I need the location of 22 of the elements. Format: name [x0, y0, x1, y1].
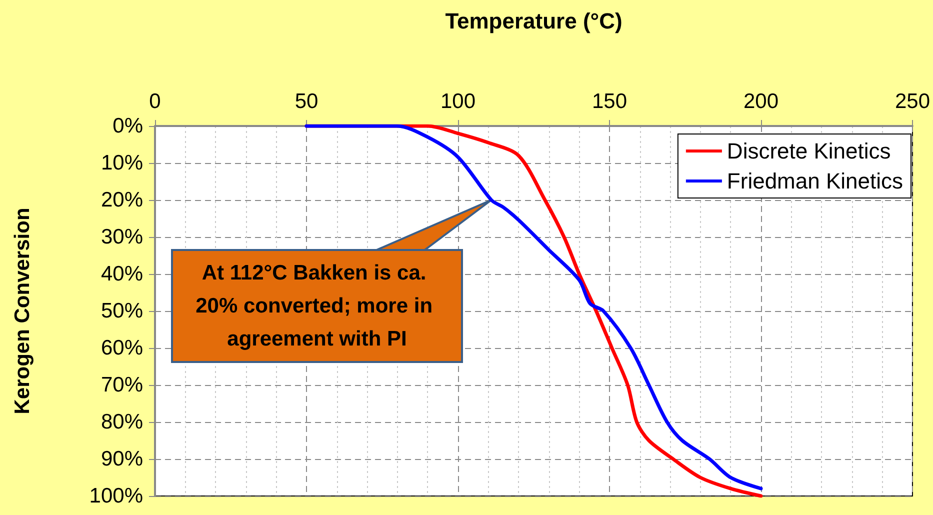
y-axis-title: Kerogen Conversion: [11, 208, 34, 414]
y-tick-label: 10%: [100, 152, 143, 174]
x-tick-label: 200: [743, 90, 779, 113]
y-tick-label: 0%: [112, 114, 143, 138]
x-axis-title: Temperature (°C): [445, 8, 622, 34]
y-tick-label: 70%: [100, 374, 143, 396]
y-tick-label: 50%: [100, 300, 143, 322]
y-tick-label: 20%: [100, 188, 143, 212]
y-tick-label: 90%: [100, 448, 143, 470]
y-tick-label: 80%: [100, 410, 143, 434]
legend-label: Discrete Kinetics: [726, 138, 891, 164]
x-tick-label: 0: [149, 90, 161, 113]
annotation: At 112°C Bakken is ca. 20% converted; more in agreement with PI: [196, 262, 438, 350]
y-tick-label: 40%: [100, 262, 143, 286]
y-tick-label: 30%: [100, 226, 143, 248]
x-tick-label: 50: [294, 90, 318, 113]
y-tick-label: 60%: [100, 336, 143, 360]
x-tick-label: 150: [592, 90, 628, 113]
x-tick-label: 250: [894, 90, 930, 113]
y-tick-label: 100%: [89, 484, 143, 508]
legend-label: Friedman Kinetics: [726, 168, 904, 194]
x-tick-label: 100: [440, 90, 476, 113]
